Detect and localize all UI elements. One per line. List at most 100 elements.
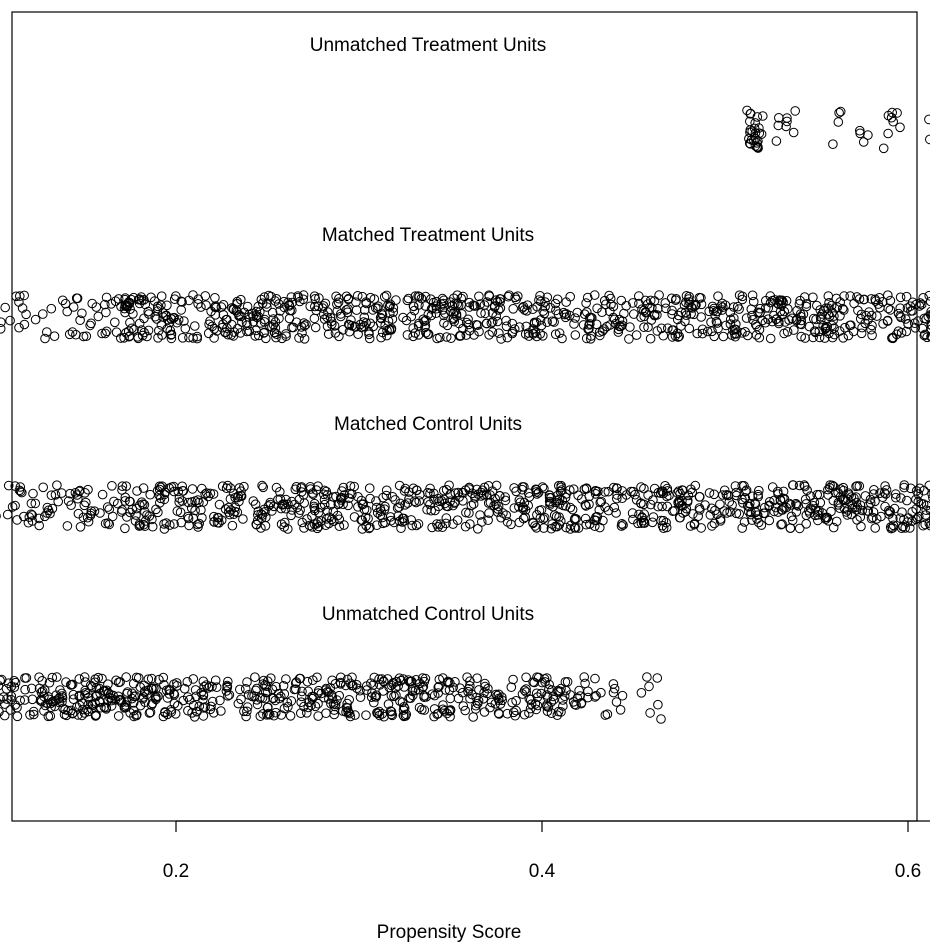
data-point (411, 520, 422, 531)
data-point (445, 693, 456, 704)
data-point (261, 333, 271, 344)
data-point (78, 331, 89, 342)
data-point (548, 694, 559, 705)
data-point (662, 483, 673, 494)
data-point (556, 480, 566, 491)
data-point (845, 291, 856, 301)
data-point (719, 485, 730, 496)
data-point (855, 125, 865, 136)
data-point (283, 499, 293, 510)
data-point (0, 707, 4, 717)
data-point (307, 693, 318, 704)
data-point (127, 693, 137, 704)
data-point (192, 706, 202, 717)
data-point (74, 674, 85, 684)
data-point (144, 309, 154, 319)
data-point (491, 480, 502, 491)
data-point (312, 672, 322, 683)
data-point (467, 689, 477, 700)
data-point (342, 307, 353, 318)
data-point (675, 512, 685, 523)
data-point (304, 520, 315, 531)
data-point (653, 501, 663, 512)
data-point (252, 699, 263, 710)
data-point (808, 313, 819, 324)
data-point (319, 309, 329, 320)
data-point (113, 294, 124, 304)
data-point (501, 510, 512, 521)
data-point (851, 497, 862, 508)
data-point (266, 291, 276, 302)
data-point (403, 293, 414, 304)
data-point (533, 672, 544, 683)
data-point (487, 327, 498, 337)
data-point (429, 704, 440, 714)
data-point (213, 513, 224, 523)
data-point (821, 323, 831, 333)
data-point (477, 485, 488, 496)
data-point (285, 711, 296, 721)
data-point (387, 492, 398, 502)
data-point (435, 519, 446, 530)
data-point (778, 493, 788, 504)
data-point (83, 516, 94, 527)
data-point (649, 310, 660, 321)
data-point (865, 494, 876, 505)
data-point (550, 329, 561, 340)
group-title: Matched Control Units (334, 414, 522, 435)
data-point (464, 297, 475, 308)
data-point (388, 303, 399, 313)
data-point (124, 331, 135, 341)
data-point (371, 502, 382, 513)
data-point (727, 500, 737, 510)
data-point (596, 496, 607, 507)
data-point (694, 492, 705, 502)
data-point (809, 326, 820, 336)
data-point (295, 673, 306, 684)
data-point (747, 515, 757, 525)
data-point (336, 672, 346, 683)
data-point (420, 301, 431, 311)
data-point (672, 314, 683, 325)
data-point (711, 316, 722, 327)
data-point (775, 306, 786, 317)
data-point (296, 483, 306, 493)
data-point (177, 333, 188, 343)
data-point (824, 298, 834, 308)
data-point (731, 490, 742, 501)
data-point (147, 698, 158, 709)
data-point (287, 322, 297, 333)
data-point (771, 502, 781, 513)
data-point (286, 510, 296, 521)
data-point (268, 693, 279, 704)
data-point (838, 333, 849, 343)
data-point (82, 704, 92, 715)
data-point (884, 505, 894, 516)
data-point (901, 326, 912, 337)
data-point (273, 688, 284, 699)
data-point (654, 290, 664, 300)
data-point (263, 702, 273, 713)
data-point (669, 506, 680, 516)
data-point (441, 332, 452, 342)
data-point (495, 303, 506, 314)
data-point (474, 291, 484, 302)
data-point (145, 489, 155, 500)
data-point (277, 333, 287, 344)
data-point (67, 327, 78, 337)
data-point (467, 488, 478, 499)
data-point (332, 299, 342, 310)
data-point (863, 315, 873, 325)
data-point (788, 127, 799, 138)
data-point (220, 504, 231, 514)
data-point (71, 329, 81, 340)
data-point (46, 490, 57, 501)
data-point (332, 306, 343, 316)
data-point (330, 679, 341, 689)
data-point (343, 319, 354, 330)
group-title: Unmatched Control Units (322, 604, 534, 625)
data-point (741, 313, 752, 323)
data-point (445, 489, 456, 500)
data-point (143, 325, 154, 336)
data-point (592, 303, 602, 314)
